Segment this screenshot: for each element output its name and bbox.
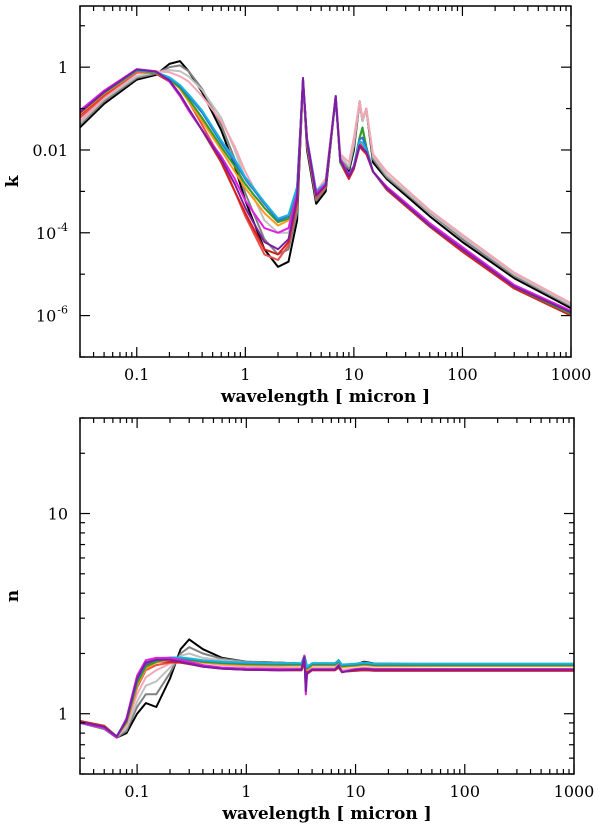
- x-ticks: [79, 418, 575, 774]
- x-tick-label: 100: [450, 782, 481, 801]
- series-line-5: [80, 660, 574, 738]
- y-axis-label: k: [3, 174, 23, 187]
- series-line-0: [80, 638, 574, 739]
- x-tick-label: 1000: [551, 365, 592, 384]
- series-line-4: [80, 661, 574, 738]
- y-ticks: [80, 25, 571, 358]
- plot-frame: [79, 417, 575, 775]
- x-tick-label: 0.1: [124, 782, 149, 801]
- x-axis-label: wavelength [ micron ]: [220, 387, 430, 407]
- n-panel: 0.1 1 10 100 1000 1 10 wavelength [ micron ] n: [3, 417, 595, 824]
- y-tick-label: 10-6: [36, 304, 68, 326]
- x-tick-label: 1: [241, 782, 251, 801]
- x-tick-label: 1000: [554, 782, 595, 801]
- y-tick-exponent: -4: [57, 221, 68, 234]
- series-line-11: [80, 68, 571, 314]
- y-tick-exponent: -6: [57, 304, 68, 317]
- series-group: [80, 60, 571, 317]
- y-tick-label: 0.01: [32, 141, 68, 160]
- x-tick-label: 0.1: [124, 365, 149, 384]
- y-ticks: [80, 417, 574, 775]
- y-axis-label: n: [3, 590, 23, 602]
- y-tick-label: 10-4: [36, 221, 68, 243]
- x-tick-label: 100: [447, 365, 478, 384]
- series-line-5: [80, 70, 571, 317]
- y-tick-label: 1: [58, 705, 68, 724]
- x-ticks: [79, 6, 572, 357]
- series-line-11: [80, 656, 574, 738]
- k-panel: 0.1 1 10 100 1000 1 0.01 10-4 10-6 wavelength [ m…: [3, 5, 592, 407]
- x-tick-label: 10: [345, 782, 365, 801]
- x-axis-label: wavelength [ micron ]: [221, 804, 431, 824]
- plot-frame: [79, 5, 572, 358]
- y-tick-label: 1: [58, 58, 68, 77]
- x-tick-label: 1: [240, 365, 250, 384]
- series-group: [80, 638, 574, 739]
- y-tick-label: 10: [48, 505, 68, 524]
- x-tick-label: 10: [344, 365, 364, 384]
